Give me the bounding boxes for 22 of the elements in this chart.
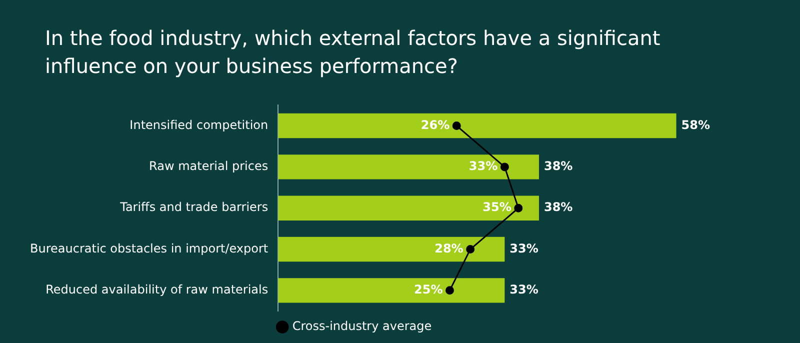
y-tick-label: Reduced availability of raw materials	[46, 282, 268, 297]
point	[445, 286, 454, 295]
y-tick-label: Raw material prices	[149, 159, 268, 174]
data-label: 25%	[414, 282, 443, 297]
y-tick-label: Intensified competition	[130, 118, 268, 132]
data-label: 58%	[681, 118, 710, 132]
point	[514, 204, 523, 212]
data-label: 38%	[544, 159, 573, 174]
data-label: 38%	[544, 200, 573, 214]
point	[452, 122, 461, 130]
y-tick-label: Tariffs and trade barriers	[119, 200, 268, 214]
data-label: 33%	[510, 282, 538, 297]
data-label: 35%	[482, 200, 512, 214]
chart-title: In the food industry, which external factors have a significant influence on your business performance?	[44, 25, 662, 80]
point	[466, 245, 475, 254]
data-label: 28%	[434, 241, 464, 256]
data-label: 33%	[468, 159, 498, 174]
point	[500, 162, 509, 172]
y-tick-label: Bureaucratic obstacles in import/export	[30, 241, 268, 256]
legend-label: Cross-industry average	[292, 319, 432, 334]
data-label: 26%	[420, 118, 450, 132]
data-label: 33%	[510, 241, 538, 256]
